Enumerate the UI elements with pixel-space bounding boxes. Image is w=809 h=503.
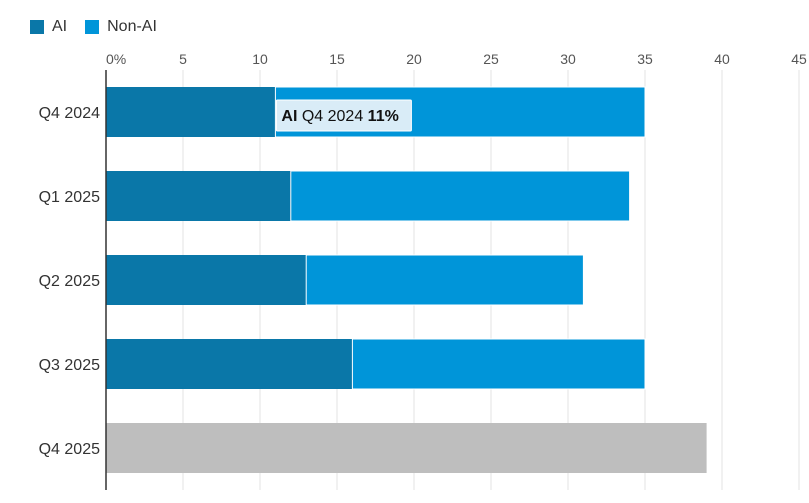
x-tick-label: 10 [252,51,268,67]
tooltip-text: AI Q4 2024 11% [281,108,398,125]
y-category-label: Q3 2025 [39,357,100,374]
y-category-label: Q4 2024 [39,105,100,122]
x-tick-label: 35 [637,51,653,67]
y-category-label: Q4 2025 [39,441,100,458]
y-category-label: Q1 2025 [39,189,100,206]
bar-non-ai [290,170,631,222]
legend-swatch-non-ai [85,20,100,34]
bar-total [106,423,707,473]
bar-non-ai [351,338,646,390]
bar-ai [106,339,353,389]
tooltip-box [275,99,412,132]
x-tick-label: 15 [329,51,345,67]
bar-non-ai [305,254,584,306]
legend-item-non-ai[interactable]: Non-AI [85,18,157,36]
x-tick-label: 25 [483,51,499,67]
y-category-label: Q2 2025 [39,273,100,290]
x-tick-label: 40 [714,51,730,67]
legend-label-ai: AI [52,18,68,35]
bar-ai [106,87,276,137]
bar-ai [106,171,291,221]
legend-label-non-ai: Non-AI [107,18,157,35]
legend-swatch-ai [30,20,44,34]
legend: AI Non-AI [30,18,157,36]
x-tick-label: 30 [560,51,576,67]
x-tick-label: 20 [406,51,422,67]
x-tick-label: 0% [106,51,126,67]
legend-item-ai[interactable]: AI [30,18,67,36]
x-tick-label: 5 [179,51,187,67]
x-tick-label: 45 [791,51,807,67]
bar-ai [106,255,307,305]
